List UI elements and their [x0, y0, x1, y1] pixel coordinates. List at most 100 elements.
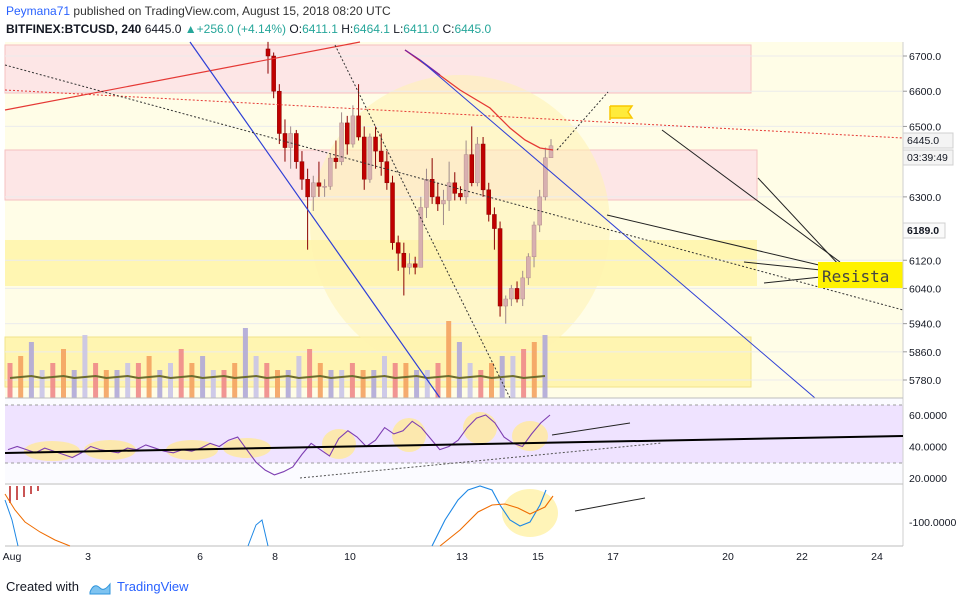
candle: [333, 157, 339, 162]
marker-price-tag-text: 6189.0: [907, 225, 939, 237]
time-tick-label: Aug: [3, 551, 22, 563]
channel-line-left[interactable]: [189, 41, 441, 399]
volume-bar: [403, 363, 409, 398]
symbol-label: BITFINEX:BTCUSD, 240: [6, 22, 142, 36]
trendline-red-dotted[interactable]: [4, 89, 904, 139]
candle: [492, 214, 497, 229]
candle: [395, 242, 401, 254]
author-link[interactable]: Peymana71: [6, 4, 71, 18]
candle: [311, 182, 316, 198]
volume-bar: [157, 370, 163, 398]
last-price-tag-text: 6445.0: [907, 135, 939, 147]
volume-bar: [542, 335, 548, 398]
candle: [418, 207, 424, 268]
candle: [497, 228, 503, 307]
volume-bar: [521, 349, 527, 398]
tradingview-link[interactable]: TradingView: [117, 579, 189, 594]
volume-bar: [242, 328, 248, 398]
change-value: +256.0 (+4.14%): [196, 22, 287, 36]
candle: [299, 161, 305, 180]
candle: [373, 136, 378, 152]
projection-dotted[interactable]: [556, 91, 609, 151]
volume-bar: [93, 363, 99, 398]
price-tick-label: 6300.0: [909, 192, 941, 204]
rsi-dotted-trendline[interactable]: [299, 442, 663, 479]
close-value: 6445.0: [454, 22, 492, 36]
volume-bar: [264, 363, 270, 398]
tradingview-logo-icon[interactable]: [88, 580, 112, 596]
volume-bar: [339, 370, 345, 398]
change-arrow-icon: ▲: [184, 22, 197, 36]
volume-bar: [221, 370, 227, 398]
rsi-axis: 60.0000 40.0000 20.0000: [909, 410, 947, 485]
annotation-arrows: [606, 129, 841, 284]
volume-bar: [114, 370, 120, 398]
close-label: C:: [442, 22, 455, 36]
price-tick-label: 5940.0: [909, 319, 941, 331]
macd-tick-label: -100.0000: [909, 517, 956, 529]
volume-bar: [531, 342, 537, 398]
macd-pane-bg: [5, 484, 903, 546]
candle: [339, 122, 344, 162]
rsi-trendline[interactable]: [4, 435, 904, 454]
open-label: O:: [289, 22, 303, 36]
candle: [446, 182, 452, 201]
price-tick-label: 6120.0: [909, 255, 941, 267]
resistance-label-box[interactable]: [818, 262, 903, 288]
high-value: 6464.1: [353, 22, 390, 36]
trendline-dotted-black[interactable]: [4, 64, 904, 311]
resistance-label: Resista: [822, 267, 889, 286]
volume-bar: [456, 342, 462, 398]
volume-bar: [489, 363, 494, 398]
volume-bar: [414, 370, 420, 398]
volume-bar: [61, 349, 66, 398]
volume-bar: [125, 363, 131, 398]
candle: [548, 145, 554, 158]
volume-bar: [446, 321, 452, 398]
flag-icon[interactable]: [609, 105, 634, 120]
candle: [531, 224, 537, 257]
volume-bar: [285, 370, 291, 398]
candle: [356, 115, 361, 138]
highlight-circle[interactable]: [310, 75, 610, 375]
candle: [435, 196, 441, 205]
time-tick-label: 13: [456, 551, 468, 563]
time-tick-label: 15: [532, 551, 544, 563]
volume-bar: [39, 370, 45, 398]
candle: [294, 133, 299, 162]
candle: [480, 143, 486, 191]
candle: [271, 55, 276, 92]
volume-bar: [275, 370, 280, 398]
trendline-red-solid[interactable]: [4, 41, 361, 111]
volume-bar: [360, 370, 366, 398]
macd-line: [431, 485, 547, 547]
candle: [452, 182, 458, 194]
macd-signal-left: [4, 493, 71, 547]
time-axis: Aug 3 6 8 10 13 15 17 20 22 24: [3, 551, 883, 563]
candle: [316, 182, 322, 187]
trendline-dotted-steep[interactable]: [334, 44, 511, 399]
price-tick-label: 6500.0: [909, 121, 941, 133]
price-tick-label: 6700.0: [909, 51, 941, 63]
countdown-tag: [902, 149, 954, 166]
chart-canvas[interactable]: Resista 6700.06600.06500.06300.06120.060…: [0, 40, 971, 572]
created-with-label: Created with: [6, 579, 79, 594]
candle: [378, 150, 384, 162]
volume-bar: [71, 370, 77, 398]
candle: [361, 136, 367, 180]
candle: [344, 122, 350, 145]
price-tick-label: 6040.0: [909, 283, 941, 295]
last-price-tag: [902, 132, 954, 149]
volume-bar: [28, 342, 34, 398]
published-text: published on TradingView.com, August 15,…: [73, 4, 391, 18]
time-tick-label: 10: [344, 551, 356, 563]
last-price: 6445.0: [144, 22, 182, 36]
chart-header: Peymana71 published on TradingView.com, …: [0, 0, 971, 40]
volume-bar: [392, 363, 398, 398]
time-tick-label: 24: [871, 551, 883, 563]
time-tick-label: 3: [85, 551, 91, 563]
resistance-zone-upper[interactable]: [4, 44, 752, 94]
channel-line-right[interactable]: [419, 59, 816, 399]
volume-bar: [317, 363, 323, 398]
macd-line-left: [4, 499, 19, 547]
